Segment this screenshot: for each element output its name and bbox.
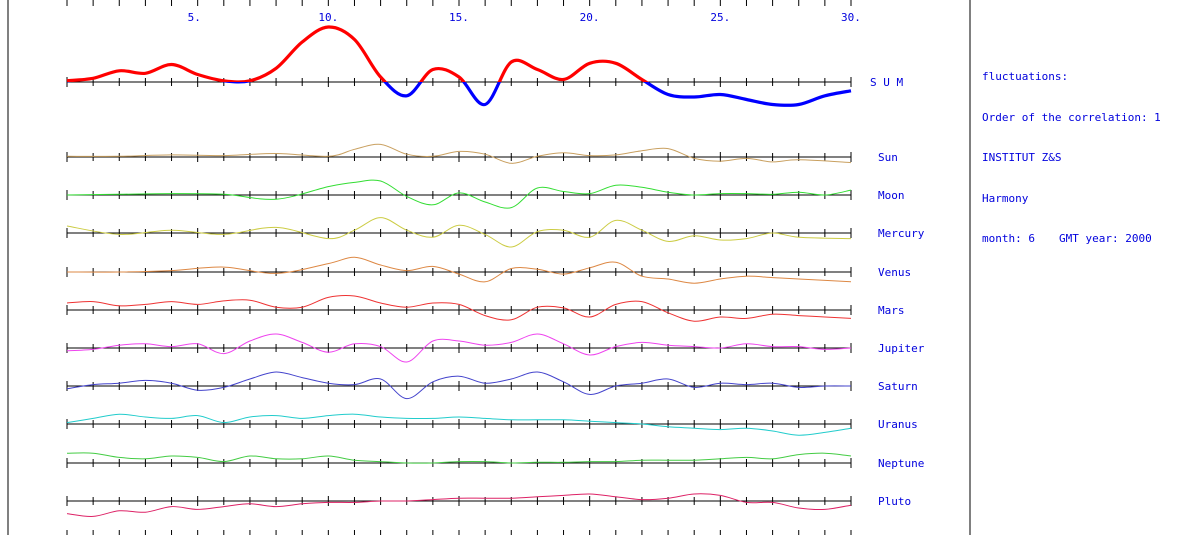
x-tick-label: 10.	[318, 11, 338, 24]
info-line-date: month: 6 GMT year: 2000	[982, 232, 1161, 246]
month-text: month: 6	[982, 232, 1035, 245]
x-tick-label: 20.	[580, 11, 600, 24]
moon-series-line	[66, 179, 852, 209]
fluctuation-chart: 5. 10. 15. 20. 25. 30. S U M Sun Moon Mercury Venu…	[7, 0, 971, 535]
sum-label: S U M	[870, 76, 903, 89]
info-line-correlation-order: Order of the correlation: 1	[982, 110, 1161, 124]
venus-series-line	[66, 256, 852, 284]
jupiter-label: Jupiter	[878, 342, 925, 355]
mercury-series-line	[66, 217, 852, 248]
info-line-fluctuations: fluctuations:	[982, 70, 1069, 83]
uranus-label: Uranus	[878, 418, 918, 431]
x-tick-label: 30.	[841, 11, 861, 24]
mars-series-line	[66, 295, 852, 322]
mercury-label: Mercury	[878, 227, 925, 240]
sun-label: Sun	[878, 151, 898, 164]
info-line-harmony: Harmony	[982, 191, 1029, 205]
mars-label: Mars	[878, 304, 905, 317]
neptune-series-line	[66, 452, 852, 464]
x-tick-label: 25.	[710, 11, 730, 24]
saturn-series-line	[66, 371, 852, 400]
pluto-label: Pluto	[878, 495, 911, 508]
sun-series-line	[66, 143, 852, 164]
jupiter-series-line	[66, 333, 852, 363]
uranus-series-line	[66, 413, 852, 436]
neptune-label: Neptune	[878, 457, 924, 470]
x-tick-label: 15.	[449, 11, 469, 24]
saturn-label: Saturn	[878, 380, 918, 393]
sum-line-negative	[67, 82, 852, 107]
info-panel: fluctuations: Order of the correlation: …	[982, 43, 1161, 259]
moon-label: Moon	[878, 189, 905, 202]
pluto-series-line	[66, 493, 852, 517]
venus-label: Venus	[878, 266, 911, 279]
year-text: GMT year: 2000	[1058, 232, 1152, 245]
sum-line-positive	[66, 25, 649, 82]
x-tick-label: 5.	[188, 11, 201, 24]
info-line-institute: INSTITUT Z&S	[982, 151, 1062, 164]
